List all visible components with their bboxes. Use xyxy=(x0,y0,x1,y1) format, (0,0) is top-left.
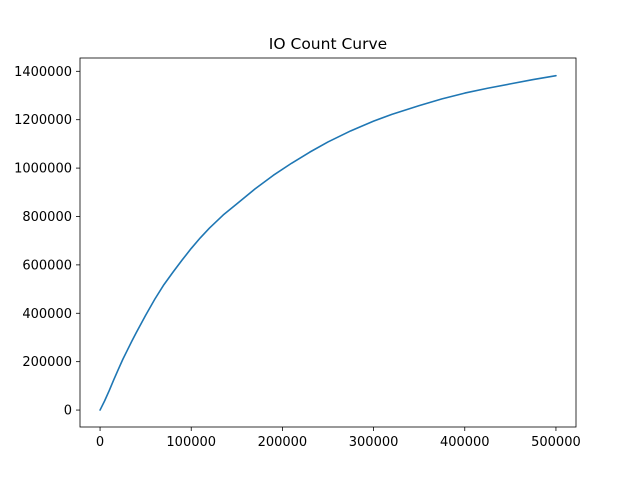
y-tick-label: 200000 xyxy=(22,355,72,370)
series-group xyxy=(99,74,557,411)
x-tick-label: 500000 xyxy=(531,435,581,450)
x-tick-label: 200000 xyxy=(258,435,308,450)
y-tick-label: 1200000 xyxy=(14,113,72,128)
y-tick-label: 600000 xyxy=(22,258,72,273)
y-axis: 0 200000 400000 600000 800000 1000000 1200000 1… xyxy=(14,65,80,419)
plot-area xyxy=(79,57,577,428)
y-tick-label: 400000 xyxy=(22,307,72,322)
x-axis: 0 100000 200000 300000 400000 500000 xyxy=(96,427,581,450)
x-tick-label: 100000 xyxy=(166,435,216,450)
y-tick-label: 800000 xyxy=(22,210,72,225)
y-tick-label: 1400000 xyxy=(14,65,72,80)
io-count-line xyxy=(99,74,557,411)
chart-title: IO Count Curve xyxy=(269,35,387,53)
x-tick-label: 300000 xyxy=(349,435,399,450)
y-tick-label: 1000000 xyxy=(14,162,72,177)
y-tick-label: 0 xyxy=(64,404,72,419)
x-tick-label: 400000 xyxy=(440,435,490,450)
x-tick-label: 0 xyxy=(96,435,104,450)
